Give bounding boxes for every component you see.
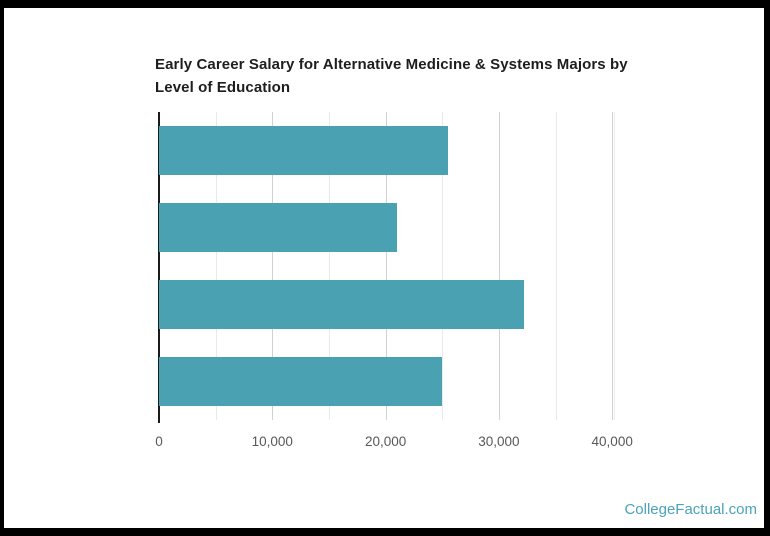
gridline-25000	[442, 112, 444, 420]
gridline-5000	[215, 112, 217, 420]
bar-2	[159, 203, 397, 252]
y-axis-line	[158, 112, 160, 423]
gridline-20000	[385, 112, 387, 420]
x-tick-label-0: 0	[155, 434, 163, 449]
chart-title: Early Career Salary for Alternative Medi…	[155, 56, 628, 96]
x-tick-label-10000: 10,000	[251, 434, 293, 449]
bar-3	[159, 280, 524, 329]
bar-1	[159, 126, 448, 175]
gridline-35000	[555, 112, 557, 420]
bar-4	[159, 357, 443, 406]
gridline-30000	[498, 112, 500, 420]
watermark-link[interactable]: CollegeFactual.com	[624, 501, 757, 518]
plot-right-boundary	[614, 112, 615, 420]
gridline-15000	[328, 112, 330, 420]
x-axis-tick-labels: 0 10,000 20,000 30,000 40,000	[155, 434, 633, 452]
gridline-40000	[612, 112, 614, 420]
x-tick-label-20000: 20,000	[364, 434, 407, 449]
x-tick-label-40000: 40,000	[591, 434, 633, 449]
gridline-10000	[272, 112, 274, 420]
chart-canvas: Early Career Salary for Alternative Medi…	[4, 8, 764, 528]
plot-area	[158, 112, 615, 423]
x-tick-label-30000: 30,000	[478, 434, 520, 449]
